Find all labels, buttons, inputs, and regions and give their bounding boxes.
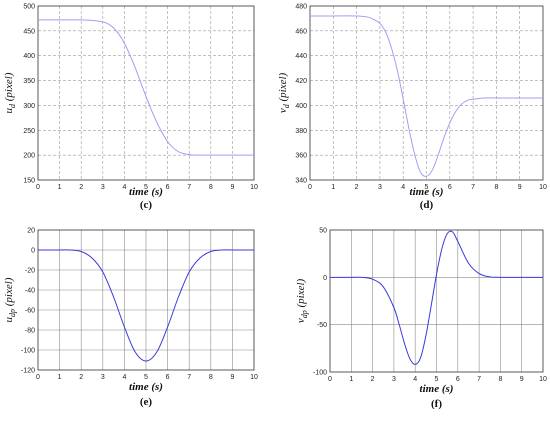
x-tick-label: 5 [144, 374, 148, 381]
y-axis-label: udp (pixel) [3, 277, 17, 322]
x-axis-label: time (s) [420, 383, 454, 395]
y-tick-label: 440 [295, 53, 307, 60]
y-tick-label: 400 [23, 53, 35, 60]
y-tick-label: 500 [23, 4, 35, 11]
plot-frame [37, 229, 255, 371]
panel-label: (c) [140, 199, 153, 211]
series-line [329, 230, 543, 365]
x-tick-label: 2 [79, 184, 83, 191]
x-tick-label: 7 [187, 374, 191, 381]
x-tick-label: 3 [392, 376, 396, 383]
y-axis-label: ud (pixel) [3, 72, 17, 113]
chart-panel-c: 0 1 2 3 4 5 6 7 8 9 10 150 200 250 300 350 400 450 500 ud (… [3, 4, 258, 212]
x-tick-label: 5 [435, 376, 439, 383]
x-tick-label: 3 [101, 184, 105, 191]
y-tick-label: 360 [295, 153, 307, 160]
x-tick-label: 7 [187, 184, 191, 191]
x-tick-label: 6 [448, 184, 452, 191]
chart-panel-e: 0 1 2 3 4 5 6 7 8 9 10 -120 -100 -80 -60 -40 -20 0 20 udp (… [3, 228, 258, 409]
plot-frame [37, 5, 255, 181]
x-tick-label: 0 [308, 184, 312, 191]
y-tick-label: -50 [317, 322, 327, 329]
x-tick-label: 8 [209, 184, 213, 191]
panel-label: (f) [431, 398, 442, 410]
x-tick-label: 6 [456, 376, 460, 383]
x-tick-label: 4 [122, 184, 126, 191]
x-tick-label: 9 [230, 184, 234, 191]
x-tick-label: 6 [166, 374, 170, 381]
y-tick-label: 20 [27, 228, 35, 235]
chart-panel-d: 0 1 2 3 4 5 6 7 8 9 10 340 360 380 400 420 440 460 480 vd (… [277, 4, 547, 212]
x-tick-label: 10 [250, 374, 258, 381]
x-axis-label: time (s) [129, 381, 163, 393]
x-tick-label: 2 [355, 184, 359, 191]
y-tick-label: -20 [25, 268, 35, 275]
x-tick-label: 4 [401, 184, 405, 191]
y-tick-label: -60 [25, 308, 35, 315]
chart-panel-f: 0 1 2 3 4 5 6 7 8 9 10 -100 -50 0 50 vdp (pixel) time (s… [295, 228, 547, 411]
y-tick-label: -80 [25, 328, 35, 335]
plot-frame [309, 5, 544, 181]
y-tick-label: 300 [23, 103, 35, 110]
y-axis-label: vdp (pixel) [295, 278, 309, 323]
x-tick-label: 1 [58, 374, 62, 381]
y-tick-label: 450 [23, 28, 35, 35]
x-tick-label: 8 [494, 184, 498, 191]
x-tick-label: 4 [413, 376, 417, 383]
y-tick-label: -40 [25, 288, 35, 295]
plot-frame [329, 229, 544, 373]
y-tick-label: 420 [295, 78, 307, 85]
x-tick-label: 1 [58, 184, 62, 191]
panel-label: (d) [420, 199, 434, 211]
series-line [310, 15, 543, 177]
x-tick-label: 0 [328, 376, 332, 383]
x-tick-label: 8 [498, 376, 502, 383]
y-tick-label: 0 [323, 275, 327, 282]
y-tick-label: 400 [295, 103, 307, 110]
y-tick-label: 350 [23, 78, 35, 85]
panel-label: (e) [140, 396, 153, 408]
x-tick-label: 2 [371, 376, 375, 383]
y-tick-label: -120 [21, 368, 35, 375]
x-tick-label: 3 [378, 184, 382, 191]
x-tick-label: 3 [101, 374, 105, 381]
y-tick-label: 150 [23, 178, 35, 185]
y-tick-label: -100 [313, 370, 327, 377]
y-tick-label: 0 [31, 248, 35, 255]
x-tick-label: 10 [539, 376, 547, 383]
x-tick-label: 0 [36, 374, 40, 381]
x-tick-label: 1 [331, 184, 335, 191]
y-tick-label: 480 [295, 4, 307, 11]
x-tick-label: 7 [471, 184, 475, 191]
x-tick-label: 5 [425, 184, 429, 191]
x-tick-label: 4 [122, 374, 126, 381]
series-line [37, 19, 254, 156]
x-tick-label: 9 [230, 374, 234, 381]
x-tick-label: 10 [539, 184, 547, 191]
x-tick-label: 8 [209, 374, 213, 381]
x-axis-label: time (s) [410, 186, 444, 198]
y-tick-label: 200 [23, 153, 35, 160]
x-tick-label: 10 [250, 184, 258, 191]
x-tick-label: 0 [36, 184, 40, 191]
x-tick-label: 1 [349, 376, 353, 383]
y-tick-label: 250 [23, 128, 35, 135]
y-tick-label: 380 [295, 128, 307, 135]
y-tick-label: -100 [21, 348, 35, 355]
x-tick-label: 9 [518, 184, 522, 191]
y-tick-label: 50 [319, 228, 327, 235]
y-tick-label: 340 [295, 178, 307, 185]
x-tick-label: 5 [144, 184, 148, 191]
x-axis-label: time (s) [129, 186, 163, 198]
x-tick-label: 9 [520, 376, 524, 383]
x-tick-label: 2 [79, 374, 83, 381]
series-line [37, 249, 254, 362]
x-tick-label: 6 [166, 184, 170, 191]
y-tick-label: 460 [295, 28, 307, 35]
y-axis-label: vd (pixel) [277, 72, 291, 113]
x-tick-label: 7 [477, 376, 481, 383]
